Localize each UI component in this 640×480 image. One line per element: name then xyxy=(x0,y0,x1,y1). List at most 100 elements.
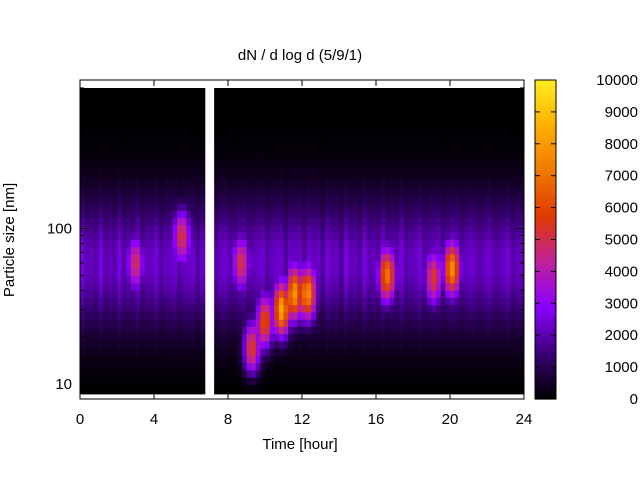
heatmap-cell xyxy=(325,348,331,356)
heatmap-cell xyxy=(311,167,317,175)
heatmap-cell xyxy=(477,275,483,284)
heatmap-cell xyxy=(218,239,224,248)
heatmap-cell xyxy=(149,217,155,226)
heatmap-cell xyxy=(440,326,446,335)
heatmap-cell xyxy=(413,210,419,219)
heatmap-cell xyxy=(371,370,377,378)
heatmap-cell xyxy=(357,362,363,371)
heatmap-cell xyxy=(408,312,414,320)
heatmap-cell xyxy=(297,370,303,378)
heatmap-cell xyxy=(255,261,261,269)
heatmap-cell xyxy=(195,116,201,124)
heatmap-cell xyxy=(103,326,109,335)
colorbar-segment xyxy=(535,127,556,131)
heatmap-cell xyxy=(144,94,150,103)
heatmap-cell xyxy=(177,123,183,132)
heatmap-cell xyxy=(302,391,308,395)
heatmap-cell xyxy=(306,341,312,349)
heatmap-cell xyxy=(172,116,178,124)
heatmap-cell xyxy=(255,391,261,395)
colorbar-segment xyxy=(535,157,556,161)
heatmap-cell xyxy=(269,304,275,313)
heatmap-cell xyxy=(107,225,113,233)
heatmap-cell xyxy=(191,159,197,168)
heatmap-cell xyxy=(200,225,206,233)
colorbar-segment xyxy=(535,333,556,336)
heatmap-cell xyxy=(440,210,446,219)
heatmap-cell xyxy=(329,152,335,161)
colorbar-segment xyxy=(535,231,556,235)
heatmap-cell xyxy=(436,138,442,146)
heatmap-cell xyxy=(172,261,178,269)
heatmap-cell xyxy=(315,232,321,240)
heatmap-cell xyxy=(491,261,497,269)
heatmap-cell xyxy=(487,348,493,356)
heatmap-cell xyxy=(181,283,187,291)
heatmap-cell xyxy=(366,341,372,349)
heatmap-cell xyxy=(445,203,451,211)
heatmap-cell xyxy=(339,130,345,139)
heatmap-cell xyxy=(505,283,511,291)
heatmap-cell xyxy=(163,312,169,320)
heatmap-cell xyxy=(80,188,86,197)
heatmap-cell xyxy=(149,384,155,393)
heatmap-cell xyxy=(440,246,446,255)
heatmap-cell xyxy=(440,355,446,364)
heatmap-cell xyxy=(496,341,502,349)
heatmap-cell xyxy=(80,290,86,298)
heatmap-cell xyxy=(135,101,141,110)
heatmap-cell xyxy=(399,94,405,103)
heatmap-cell xyxy=(440,312,446,320)
heatmap-cell xyxy=(473,319,479,327)
heatmap-cell xyxy=(140,174,146,182)
heatmap-cell xyxy=(389,362,395,371)
heatmap-cell xyxy=(158,275,164,284)
heatmap-cell xyxy=(223,384,229,393)
heatmap-cell xyxy=(177,254,183,262)
heatmap-cell xyxy=(158,370,164,378)
heatmap-cell xyxy=(413,225,419,233)
heatmap-cell xyxy=(278,239,284,248)
heatmap-cell xyxy=(510,290,516,298)
heatmap-cell xyxy=(514,333,520,342)
heatmap-cell xyxy=(269,261,275,269)
heatmap-cell xyxy=(228,319,234,327)
heatmap-cell xyxy=(315,210,321,219)
heatmap-cell xyxy=(487,254,493,262)
heatmap-cell xyxy=(320,377,326,385)
heatmap-cell xyxy=(496,138,502,146)
heatmap-cell xyxy=(454,130,460,139)
heatmap-cell xyxy=(311,304,317,313)
heatmap-cell xyxy=(306,304,312,313)
heatmap-cell xyxy=(84,232,90,240)
heatmap-cell xyxy=(413,130,419,139)
heatmap-cell xyxy=(302,297,308,306)
heatmap-cell xyxy=(440,196,446,204)
heatmap-cell xyxy=(431,326,437,335)
heatmap-cell xyxy=(357,268,363,277)
heatmap-cell xyxy=(422,333,428,342)
heatmap-cell xyxy=(228,239,234,248)
heatmap-cell xyxy=(357,384,363,393)
heatmap-cell xyxy=(519,174,525,182)
colorbar-segment xyxy=(535,369,556,372)
heatmap-cell xyxy=(181,297,187,306)
heatmap-cell xyxy=(232,123,238,132)
heatmap-cell xyxy=(311,341,317,349)
heatmap-cell xyxy=(357,101,363,110)
heatmap-cell xyxy=(459,355,465,364)
heatmap-cell xyxy=(278,246,284,255)
heatmap-cell xyxy=(473,116,479,124)
heatmap-cell xyxy=(269,88,275,95)
heatmap-cell xyxy=(413,254,419,262)
heatmap-cell xyxy=(228,203,234,211)
heatmap-cell xyxy=(389,377,395,385)
heatmap-cell xyxy=(376,196,382,204)
heatmap-cell xyxy=(186,188,192,197)
heatmap-cell xyxy=(292,138,298,146)
heatmap-cell xyxy=(417,232,423,240)
colorbar-segment xyxy=(535,247,556,251)
heatmap-cell xyxy=(274,348,280,356)
heatmap-cell xyxy=(348,391,354,395)
heatmap-cell xyxy=(482,391,488,395)
